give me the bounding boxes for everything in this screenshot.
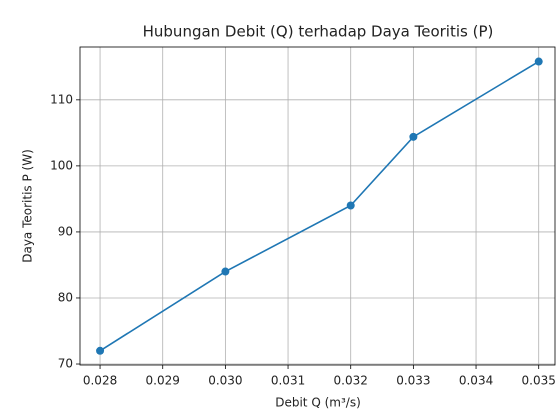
x-tick-label: 0.029: [146, 374, 180, 388]
y-tick-label: 70: [58, 357, 73, 371]
x-tick-label: 0.035: [522, 374, 556, 388]
y-tick-label: 90: [58, 224, 73, 238]
x-tick-label: 0.031: [271, 374, 305, 388]
x-tick-label: 0.034: [459, 374, 493, 388]
plot-frame: [79, 46, 556, 366]
point: [534, 57, 543, 66]
chart-title: Hubungan Debit (Q) terhadap Daya Teoriti…: [143, 23, 494, 41]
line: [99, 60, 540, 352]
y-tick-label: 100: [50, 158, 73, 172]
point: [346, 201, 355, 210]
x-axis-label: Debit Q (m³/s): [275, 396, 361, 410]
y-tick-label: 80: [58, 290, 73, 304]
y-axis-label: Daya Teoritis P (W): [21, 149, 35, 263]
x-tick-label: 0.032: [334, 374, 368, 388]
point: [409, 132, 418, 141]
y-tick-label: 110: [50, 92, 73, 106]
x-tick-label: 0.030: [208, 374, 242, 388]
point: [221, 267, 230, 276]
x-tick-label: 0.033: [396, 374, 430, 388]
x-tick-label: 0.028: [83, 374, 117, 388]
point: [96, 346, 105, 355]
